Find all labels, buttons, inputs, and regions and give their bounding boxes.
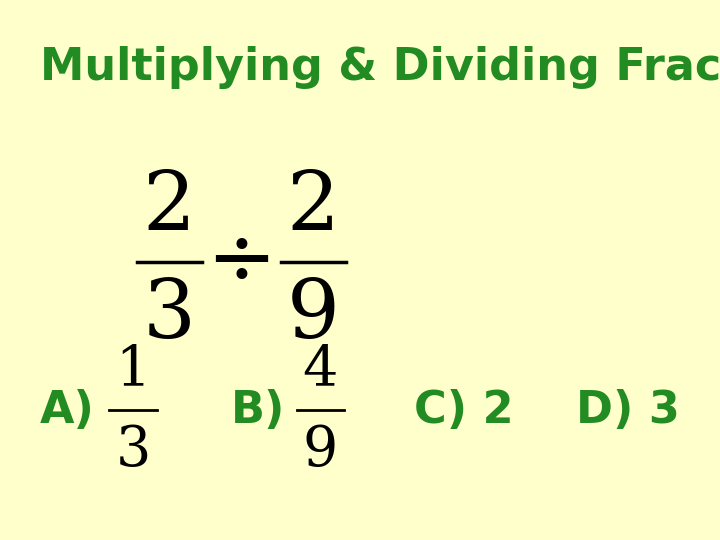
Text: 3: 3 — [115, 423, 151, 478]
Text: B): B) — [230, 389, 285, 432]
Text: 2: 2 — [143, 168, 196, 248]
Text: 9: 9 — [287, 276, 340, 356]
Text: 2: 2 — [287, 168, 340, 248]
Text: 4: 4 — [302, 342, 338, 397]
Text: 1: 1 — [116, 342, 150, 397]
Text: A): A) — [40, 389, 94, 432]
Text: 9: 9 — [303, 423, 338, 478]
Text: Multiplying & Dividing Fractions 500: Multiplying & Dividing Fractions 500 — [40, 46, 720, 89]
Text: C) 2: C) 2 — [414, 389, 513, 432]
Text: 3: 3 — [143, 276, 196, 356]
Text: ÷: ÷ — [206, 222, 276, 302]
Text: D) 3: D) 3 — [576, 389, 680, 432]
